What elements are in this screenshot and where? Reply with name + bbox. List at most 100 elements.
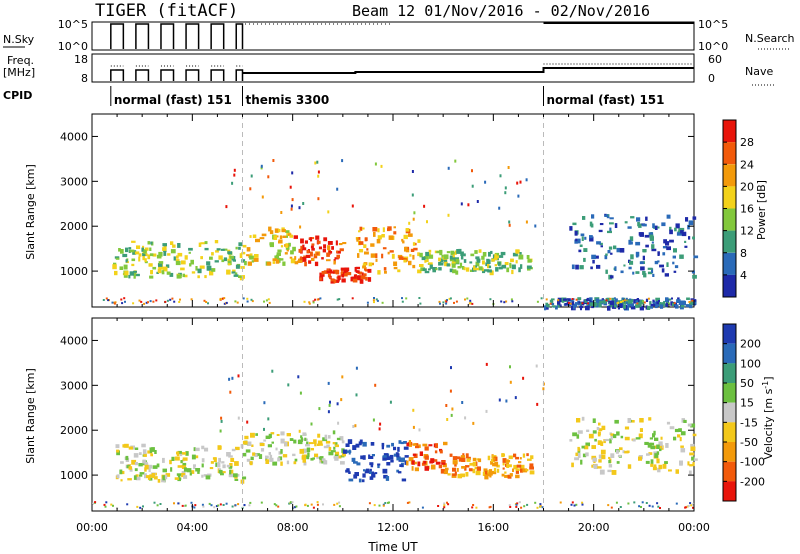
echo-cell [629, 260, 634, 265]
echo-cell [669, 239, 674, 243]
echo-cell [651, 244, 655, 249]
echo-cell [545, 298, 548, 301]
echo-cell [527, 458, 532, 461]
echo-cell [648, 452, 653, 455]
echo-cell [291, 171, 294, 175]
echo-cell [610, 433, 615, 437]
echo-cell [148, 263, 153, 267]
echo-cell [131, 459, 137, 465]
echo-cell [478, 249, 482, 253]
echo-cell [346, 468, 350, 472]
echo-cell [439, 262, 444, 266]
echo-cell [647, 271, 653, 275]
echo-cell [476, 458, 480, 461]
echo-cell [620, 301, 622, 303]
echo-cell [437, 505, 440, 507]
echo-cell [340, 461, 345, 465]
echo-cell [657, 226, 660, 229]
echo-cell [411, 466, 414, 471]
echo-cell [605, 253, 608, 256]
echo-cell [269, 242, 274, 248]
echo-cell [396, 456, 401, 461]
echo-cell [652, 466, 657, 471]
echo-cell [591, 455, 597, 460]
echo-cell [529, 463, 534, 469]
echo-cell [690, 423, 696, 428]
echo-cell [435, 461, 441, 465]
echo-cell [653, 445, 658, 449]
echo-cell [674, 265, 679, 269]
echo-cell [450, 366, 452, 370]
echo-cell [469, 261, 473, 264]
echo-cell [429, 264, 433, 269]
echo-cell [591, 445, 596, 449]
echo-cell [428, 249, 432, 253]
echo-cell [298, 206, 301, 210]
echo-cell [393, 453, 398, 457]
echo-cell [356, 237, 359, 242]
echo-cell [673, 270, 677, 273]
echo-cell [508, 220, 511, 224]
echo-cell [297, 439, 303, 445]
echo-cell [508, 504, 511, 507]
echo-cell [289, 234, 293, 238]
echo-cell [113, 262, 117, 265]
echo-cell [177, 243, 181, 248]
echo-cell [515, 474, 520, 479]
echo-cell [391, 253, 395, 259]
echo-cell [649, 305, 653, 309]
echo-cell [271, 441, 274, 444]
echo-cell [522, 453, 526, 458]
echo-cell [688, 470, 692, 475]
echo-cell [509, 506, 512, 508]
echo-cell [280, 245, 284, 248]
echo-cell [107, 299, 110, 302]
echo-cell [327, 241, 333, 245]
echo-cell [608, 246, 613, 250]
echo-cell [614, 298, 618, 304]
echo-cell [323, 445, 329, 449]
echo-cell [316, 252, 319, 256]
echo-cell [610, 300, 615, 306]
echo-cell [453, 301, 455, 304]
echo-cell [655, 304, 660, 307]
echo-cell [255, 238, 260, 243]
echo-cell [494, 255, 499, 259]
echo-cell [172, 244, 176, 248]
echo-cell [279, 235, 283, 240]
echo-cell [638, 456, 642, 461]
echo-cell [247, 261, 252, 266]
echo-cell [120, 298, 123, 301]
echo-cell [499, 255, 504, 258]
echo-cell [652, 223, 655, 229]
echo-cell [436, 250, 440, 254]
echo-cell [608, 456, 611, 460]
echo-cell [230, 469, 234, 474]
echo-cell [254, 254, 259, 258]
echo-cell [614, 419, 619, 424]
echo-cell [135, 476, 141, 481]
echo-cell [263, 300, 265, 303]
echo-cell [370, 253, 376, 258]
echo-cell [372, 227, 378, 232]
echo-cell [542, 387, 545, 391]
echo-cell [484, 269, 489, 272]
echo-cell [663, 300, 666, 305]
echo-cell [318, 246, 322, 250]
time-axis-ticks: 00:00 04:00 08:00 12:00 16:00 20:00 00:00 [76, 521, 710, 534]
echo-cell [138, 299, 141, 302]
echo-cell [685, 506, 688, 509]
echo-cell [304, 240, 308, 244]
echo-cell [150, 453, 153, 457]
echo-cell [649, 437, 653, 440]
echo-cell [219, 503, 222, 506]
echo-cell [359, 279, 363, 284]
echo-cell [336, 254, 340, 259]
echo-cell [580, 233, 585, 237]
colorbar-swatch [723, 481, 736, 501]
echo-cell [369, 468, 372, 472]
echo-cell [472, 468, 476, 474]
echo-cell [621, 300, 624, 303]
echo-cell [323, 244, 327, 249]
echo-cell [310, 457, 314, 461]
